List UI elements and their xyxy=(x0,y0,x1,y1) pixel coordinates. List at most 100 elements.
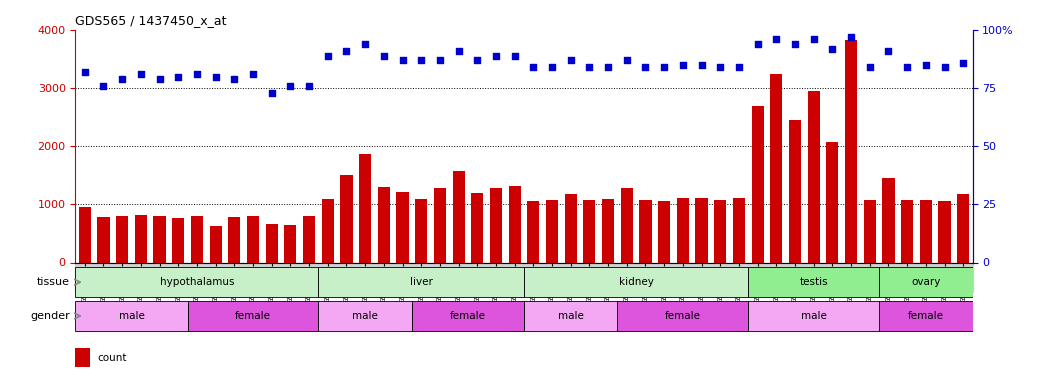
Bar xyxy=(75,301,188,331)
Point xyxy=(525,64,542,70)
Bar xyxy=(191,216,203,262)
Point xyxy=(320,53,336,58)
Point xyxy=(77,69,93,75)
Text: female: female xyxy=(450,311,486,321)
Text: female: female xyxy=(664,311,701,321)
Point xyxy=(544,64,561,70)
Bar xyxy=(489,188,502,262)
Bar xyxy=(546,200,559,262)
Point xyxy=(95,83,112,89)
Text: count: count xyxy=(97,353,127,363)
Bar xyxy=(714,200,726,262)
Bar xyxy=(808,91,820,262)
Bar xyxy=(97,217,110,262)
Point xyxy=(263,90,280,96)
Bar xyxy=(748,267,879,297)
Point xyxy=(413,57,430,63)
Point xyxy=(917,62,934,68)
Bar xyxy=(565,194,576,262)
Bar xyxy=(472,193,483,262)
Bar xyxy=(396,192,409,262)
Bar xyxy=(322,199,334,262)
Text: GDS565 / 1437450_x_at: GDS565 / 1437450_x_at xyxy=(75,15,227,27)
Text: male: male xyxy=(118,311,145,321)
Point xyxy=(899,64,916,70)
Text: liver: liver xyxy=(410,277,433,287)
Bar xyxy=(584,200,595,262)
Point xyxy=(712,64,728,70)
Point xyxy=(563,57,580,63)
Bar xyxy=(377,187,390,262)
Point xyxy=(375,53,392,58)
Point xyxy=(132,71,149,77)
Point xyxy=(468,57,485,63)
Point xyxy=(581,64,597,70)
Bar xyxy=(882,178,895,262)
Point xyxy=(805,36,822,42)
Bar xyxy=(116,216,128,262)
Point xyxy=(730,64,747,70)
Bar xyxy=(359,154,371,262)
Point xyxy=(282,83,299,89)
Bar xyxy=(524,301,617,331)
Bar xyxy=(453,171,464,262)
Point xyxy=(693,62,709,68)
Bar xyxy=(524,267,748,297)
Point xyxy=(936,64,953,70)
Bar xyxy=(696,198,707,262)
Bar xyxy=(75,262,973,292)
Point xyxy=(637,64,654,70)
Text: kidney: kidney xyxy=(618,277,654,287)
Bar xyxy=(770,74,783,262)
Text: male: male xyxy=(801,311,827,321)
Bar xyxy=(210,226,222,262)
Bar xyxy=(620,188,633,262)
Point xyxy=(506,53,523,58)
Bar xyxy=(527,201,540,262)
Point xyxy=(339,48,355,54)
Bar xyxy=(75,267,319,297)
Point xyxy=(749,41,766,47)
Point xyxy=(301,83,318,89)
Bar xyxy=(748,301,879,331)
Bar xyxy=(864,200,876,262)
Bar xyxy=(303,216,315,262)
Bar xyxy=(879,301,973,331)
Bar xyxy=(879,267,973,297)
Point xyxy=(432,57,449,63)
Text: male: male xyxy=(558,311,584,321)
Text: testis: testis xyxy=(800,277,828,287)
Bar xyxy=(228,217,240,262)
Text: female: female xyxy=(235,311,271,321)
Point xyxy=(880,48,897,54)
Bar xyxy=(341,176,352,262)
Bar xyxy=(284,225,297,262)
Bar xyxy=(319,301,412,331)
Bar xyxy=(617,301,748,331)
Bar xyxy=(172,218,184,262)
Point xyxy=(656,64,673,70)
Bar xyxy=(789,120,801,262)
Bar xyxy=(920,200,932,262)
Point xyxy=(151,76,168,82)
Point xyxy=(787,41,804,47)
Point xyxy=(244,71,261,77)
Bar xyxy=(265,224,278,262)
Point xyxy=(208,74,224,80)
Point xyxy=(356,41,373,47)
Point xyxy=(861,64,878,70)
Point xyxy=(226,76,243,82)
Text: male: male xyxy=(352,311,378,321)
Point xyxy=(170,74,187,80)
Point xyxy=(599,64,616,70)
Point xyxy=(955,60,971,66)
Bar xyxy=(957,194,969,262)
Bar xyxy=(733,198,745,262)
Bar xyxy=(826,142,838,262)
Bar xyxy=(901,200,913,262)
Bar xyxy=(188,301,319,331)
Bar xyxy=(602,199,614,262)
Text: ovary: ovary xyxy=(911,277,940,287)
Point xyxy=(618,57,635,63)
Bar xyxy=(135,215,147,262)
